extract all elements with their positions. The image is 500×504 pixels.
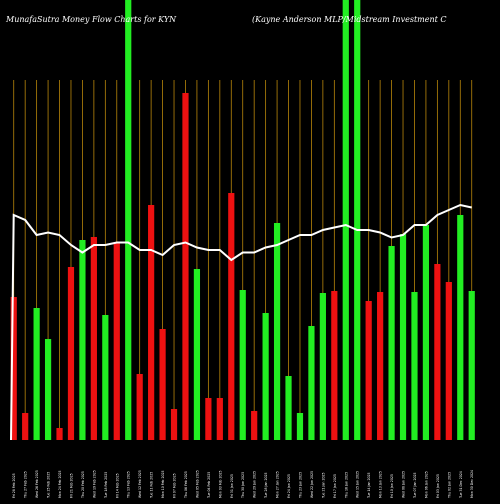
bar-down (90, 237, 97, 440)
x-tick-label: Fri 17 Jan 2025 (333, 474, 337, 498)
bar-up (399, 234, 407, 440)
bar-down (445, 282, 452, 440)
x-tick-label: Tue 28 Jan 2025 (264, 472, 268, 499)
x-tick-label: Thu 30 Jan 2025 (241, 472, 245, 499)
price-line (10, 203, 472, 441)
bar-up (296, 413, 304, 440)
x-tick-label: Fri 31 Jan 2025 (230, 474, 234, 498)
bar-up (422, 225, 430, 440)
x-tick-label: Wed 26 Feb 2025 (35, 470, 39, 498)
bar-down (434, 264, 441, 440)
bar-down (251, 411, 258, 440)
x-tick-label: Wed 22 Jan 2025 (310, 471, 314, 498)
x-tick-label: Tue 11 Feb 2025 (150, 472, 154, 499)
x-tick-label: Mon 13 Jan 2025 (379, 471, 383, 498)
bar-up (319, 293, 326, 440)
x-tick-label: Wed 15 Jan 2025 (356, 471, 360, 498)
x-tick-label: Fri 10 Jan 2025 (390, 474, 394, 498)
x-tick-label: Fri 07 Feb 2025 (173, 473, 177, 498)
bar-down (170, 409, 178, 440)
bar-up (193, 269, 201, 440)
x-tick-label: Thu 16 Jan 2025 (344, 472, 348, 499)
bar-down (365, 301, 372, 440)
x-tick-label: Tue 07 Jan 2025 (413, 472, 417, 499)
bar-down (136, 374, 143, 440)
x-tick-label: Mon 03 Feb 2025 (218, 470, 222, 498)
x-tick-label: Fri 03 Jan 2025 (436, 474, 440, 498)
bar-down (10, 297, 17, 440)
bar-series (10, 0, 475, 440)
x-tick-label: Tue 04 Feb 2025 (207, 472, 211, 499)
bar-up (125, 0, 132, 440)
x-tick-label: Wed 12 Feb 2025 (138, 470, 142, 498)
bar-up (33, 308, 40, 440)
bar-up (102, 315, 109, 440)
bar-up (262, 313, 269, 440)
x-tick-label: Wed 05 Feb 2025 (195, 470, 199, 498)
bar-up (79, 240, 86, 440)
bar-down (148, 205, 155, 440)
x-tick-labels: Fri 28 Feb 2025 Thu 27 Feb 2025 Wed 26 Feb… (12, 470, 474, 499)
x-tick-label: Thu 06 Feb 2025 (184, 471, 188, 499)
x-tick-label: Fri 14 Feb 2025 (115, 473, 119, 498)
bar-down (216, 398, 223, 440)
x-tick-label: Fri 21 Feb 2025 (69, 473, 73, 498)
x-tick-label: Thu 02 Jan 2025 (447, 472, 451, 499)
x-tick-label: Tue 21 Jan 2025 (321, 472, 325, 499)
bar-down (182, 93, 189, 440)
x-tick-label: Fri 24 Jan 2025 (287, 474, 291, 498)
bar-up (411, 292, 418, 440)
bar-down (331, 291, 338, 440)
bar-up (354, 0, 361, 440)
bar-up (273, 223, 281, 440)
x-tick-label: Thu 23 Jan 2025 (298, 472, 302, 499)
bar-up (308, 326, 315, 440)
bar-down (377, 292, 384, 440)
x-tick-label: Mon 24 Feb 2025 (58, 470, 62, 498)
x-tick-label: Wed 08 Jan 2025 (402, 471, 406, 498)
x-tick-label: Tue 14 Jan 2025 (367, 472, 371, 499)
bar-down (56, 428, 63, 440)
bar-up (239, 290, 246, 440)
x-tick-label: Mon 06 Jan 2025 (424, 471, 428, 498)
bar-up (457, 215, 464, 440)
bar-down (22, 413, 29, 440)
x-tick-label: Thu 20 Feb 2025 (81, 471, 85, 499)
bar-down (205, 398, 212, 440)
x-tick-label: Mon 10 Feb 2025 (161, 470, 165, 498)
bar-up (342, 0, 349, 440)
x-tick-label: Wed 19 Feb 2025 (92, 470, 96, 498)
chart-title-left: MunafaSutra Money Flow Charts for KYN (5, 15, 177, 24)
bar-down (113, 243, 120, 440)
x-tick-label: Wed 29 Jan 2025 (253, 471, 257, 498)
x-tick-label: Tue 18 Feb 2025 (104, 472, 108, 499)
bar-up (285, 376, 292, 440)
x-tick-label: Thu 13 Feb 2025 (127, 471, 131, 499)
x-tick-label: Mon 27 Jan 2025 (276, 471, 280, 498)
x-tick-label: Fri 28 Feb 2025 (12, 473, 16, 498)
x-tick-label: Mon 30 Dec 2024 (470, 470, 474, 498)
bar-down (228, 193, 235, 440)
chart-title-right: (Kayne Anderson MLP/Midstream Investment… (252, 15, 447, 24)
price-line-series (10, 203, 472, 441)
x-tick-label: Tue 25 Feb 2025 (47, 472, 51, 499)
bar-up (468, 291, 475, 440)
bar-up (388, 246, 395, 440)
x-tick-label: Thu 27 Feb 2025 (24, 471, 28, 499)
x-tick-label: Tue 31 Dec 2024 (459, 471, 463, 499)
bar-down (67, 267, 75, 440)
bar-down (159, 329, 166, 440)
bar-up (44, 339, 52, 440)
